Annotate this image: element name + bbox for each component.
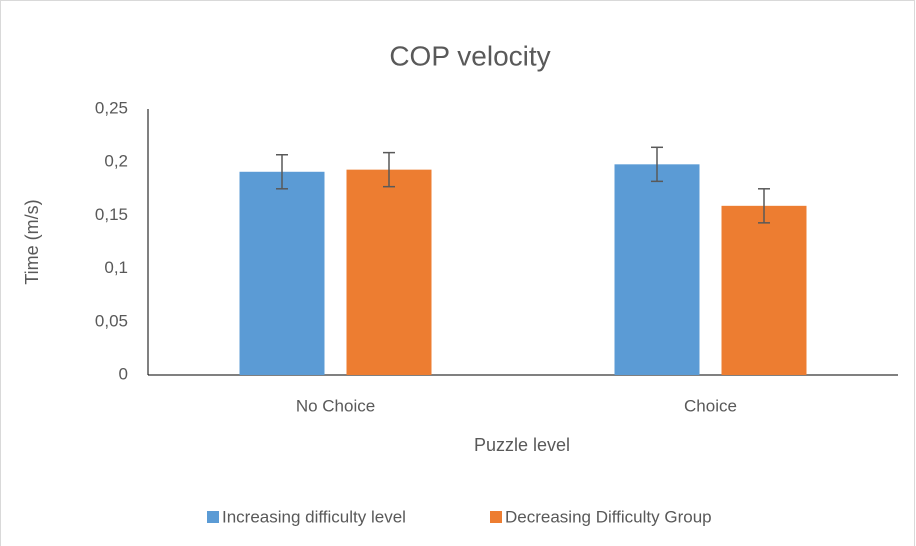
x-axis-label: Puzzle level xyxy=(474,435,570,455)
bar xyxy=(721,205,807,375)
error-bar xyxy=(276,154,288,190)
x-tick-label: Choice xyxy=(684,396,737,415)
y-axis-label: Time (m/s) xyxy=(22,199,42,284)
error-bar xyxy=(651,146,663,183)
bar xyxy=(614,164,700,375)
y-tick-label: 0,05 xyxy=(95,311,128,330)
legend-label: Increasing difficulty level xyxy=(222,507,406,526)
y-tick-label: 0,1 xyxy=(104,258,128,277)
legend-swatch xyxy=(490,511,502,523)
x-tick-label: No Choice xyxy=(296,396,375,415)
legend-label: Decreasing Difficulty Group xyxy=(505,507,712,526)
bar xyxy=(239,171,325,375)
chart-title: COP velocity xyxy=(389,40,550,71)
error-bar xyxy=(383,151,395,188)
y-tick-label: 0,2 xyxy=(104,152,128,171)
legend-swatch xyxy=(207,511,219,523)
bar xyxy=(346,169,432,375)
y-tick-label: 0,15 xyxy=(95,205,128,224)
error-bar xyxy=(758,188,770,224)
y-tick-label: 0,25 xyxy=(95,98,128,117)
y-tick-label: 0 xyxy=(119,364,128,383)
